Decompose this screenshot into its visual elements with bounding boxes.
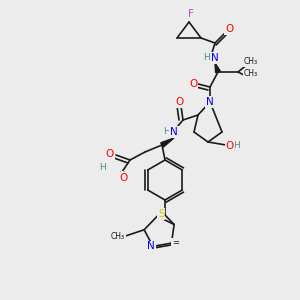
Text: O: O (225, 24, 233, 34)
Text: N: N (170, 127, 178, 137)
Text: H: H (118, 172, 124, 181)
Text: CH₃: CH₃ (244, 70, 258, 79)
Text: =: = (172, 238, 179, 247)
Text: N: N (206, 97, 214, 107)
Text: O: O (120, 173, 128, 183)
Text: F: F (188, 9, 194, 19)
Text: N: N (147, 242, 155, 251)
Text: O: O (106, 149, 114, 159)
Text: N: N (211, 53, 219, 63)
Text: O: O (226, 141, 234, 151)
Text: S: S (158, 209, 164, 219)
Text: O: O (189, 79, 197, 89)
Text: CH₃: CH₃ (244, 58, 258, 67)
Text: O: O (175, 97, 183, 107)
Polygon shape (215, 63, 220, 73)
Text: H: H (100, 163, 106, 172)
Polygon shape (161, 138, 174, 147)
Text: CH₃: CH₃ (111, 232, 125, 241)
Text: H: H (202, 53, 209, 62)
Text: H: H (232, 142, 239, 151)
Text: H: H (163, 127, 170, 136)
